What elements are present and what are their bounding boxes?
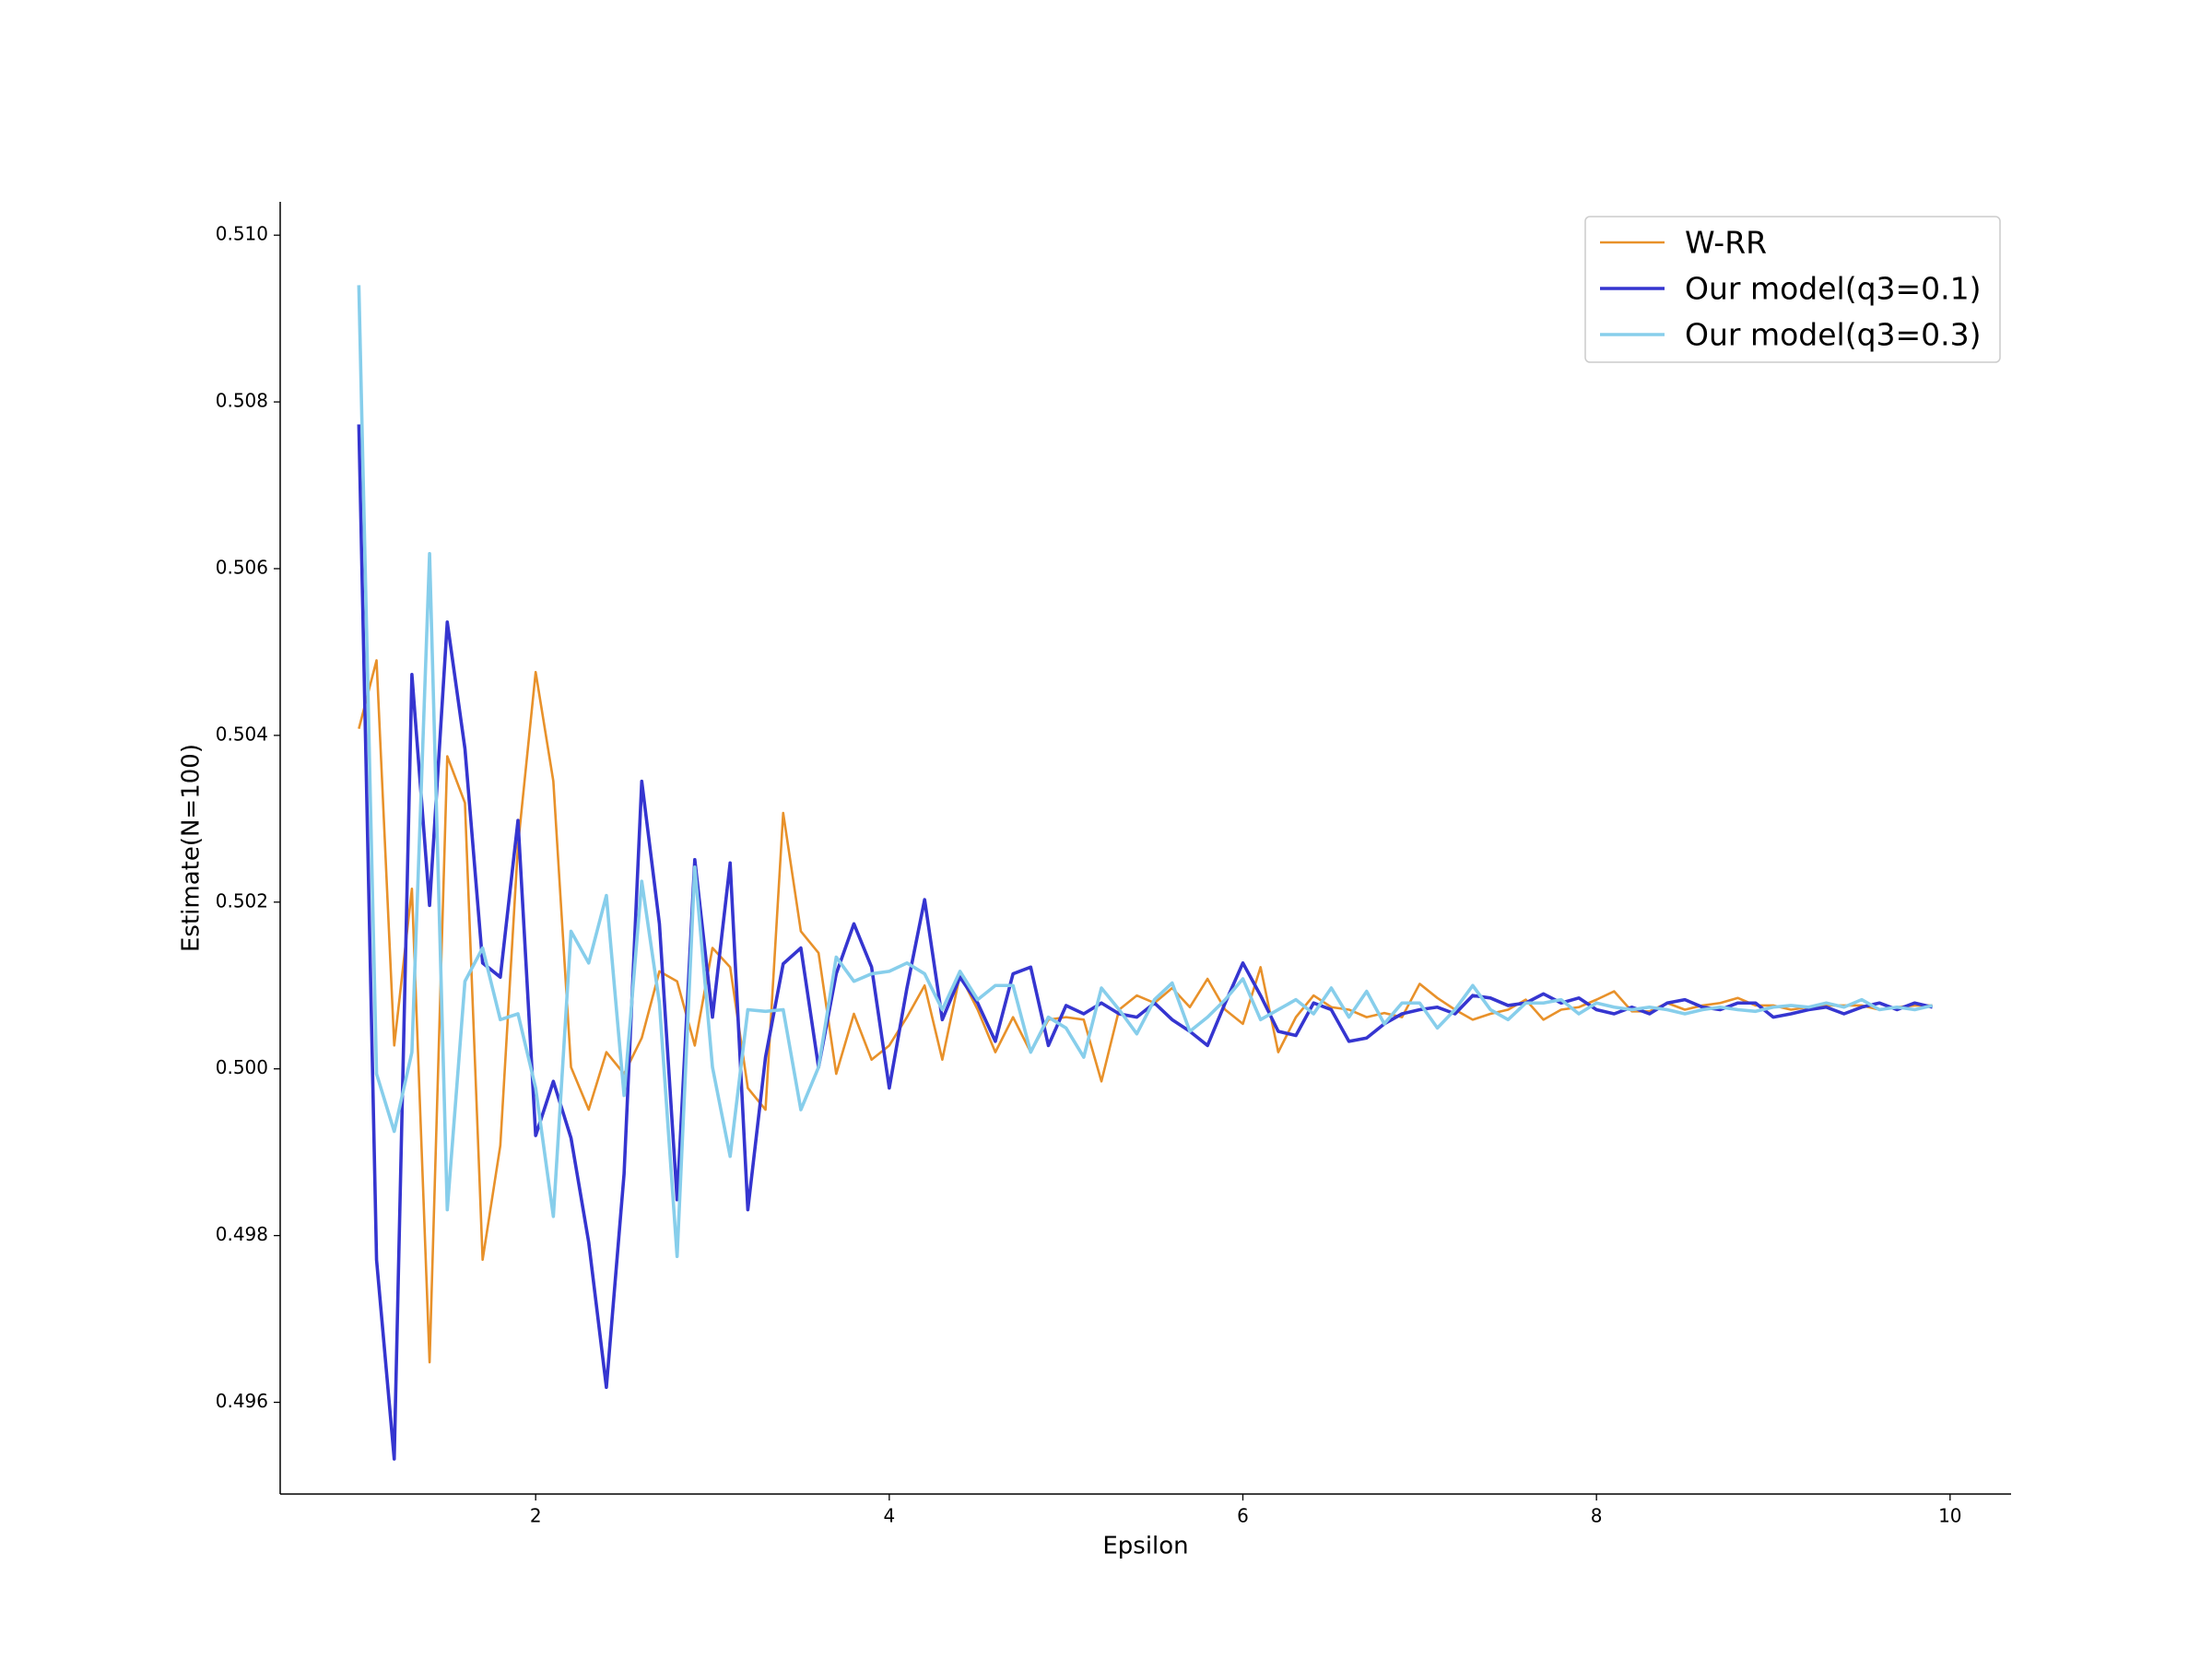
y-tick-label: 0.504 xyxy=(216,723,268,745)
y-axis-label: Estimate(N=100) xyxy=(178,744,206,952)
y-tick-label: 0.506 xyxy=(216,556,268,578)
x-tick-label: 6 xyxy=(1237,1505,1249,1527)
y-tick-label: 0.496 xyxy=(216,1390,268,1412)
x-tick-label: 10 xyxy=(1938,1505,1961,1527)
x-tick-label: 4 xyxy=(883,1505,895,1527)
legend-label: W-RR xyxy=(1685,225,1767,261)
y-tick-label: 0.500 xyxy=(216,1056,268,1078)
y-tick-label: 0.510 xyxy=(216,223,268,245)
line-series xyxy=(357,285,1934,1259)
y-tick-label: 0.502 xyxy=(216,889,268,912)
y-tick-label: 0.498 xyxy=(216,1223,268,1245)
y-tick-label: 0.508 xyxy=(216,390,268,412)
legend-label: Our model(q3=0.3) xyxy=(1685,317,1982,353)
legend-box xyxy=(1584,216,2001,363)
x-tick-label: 2 xyxy=(530,1505,542,1527)
legend-label: Our model(q3=0.1) xyxy=(1685,271,1982,307)
x-tick-label: 8 xyxy=(1591,1505,1603,1527)
x-axis-label: Epsilon xyxy=(1102,1533,1188,1560)
line-series xyxy=(357,424,1934,1461)
